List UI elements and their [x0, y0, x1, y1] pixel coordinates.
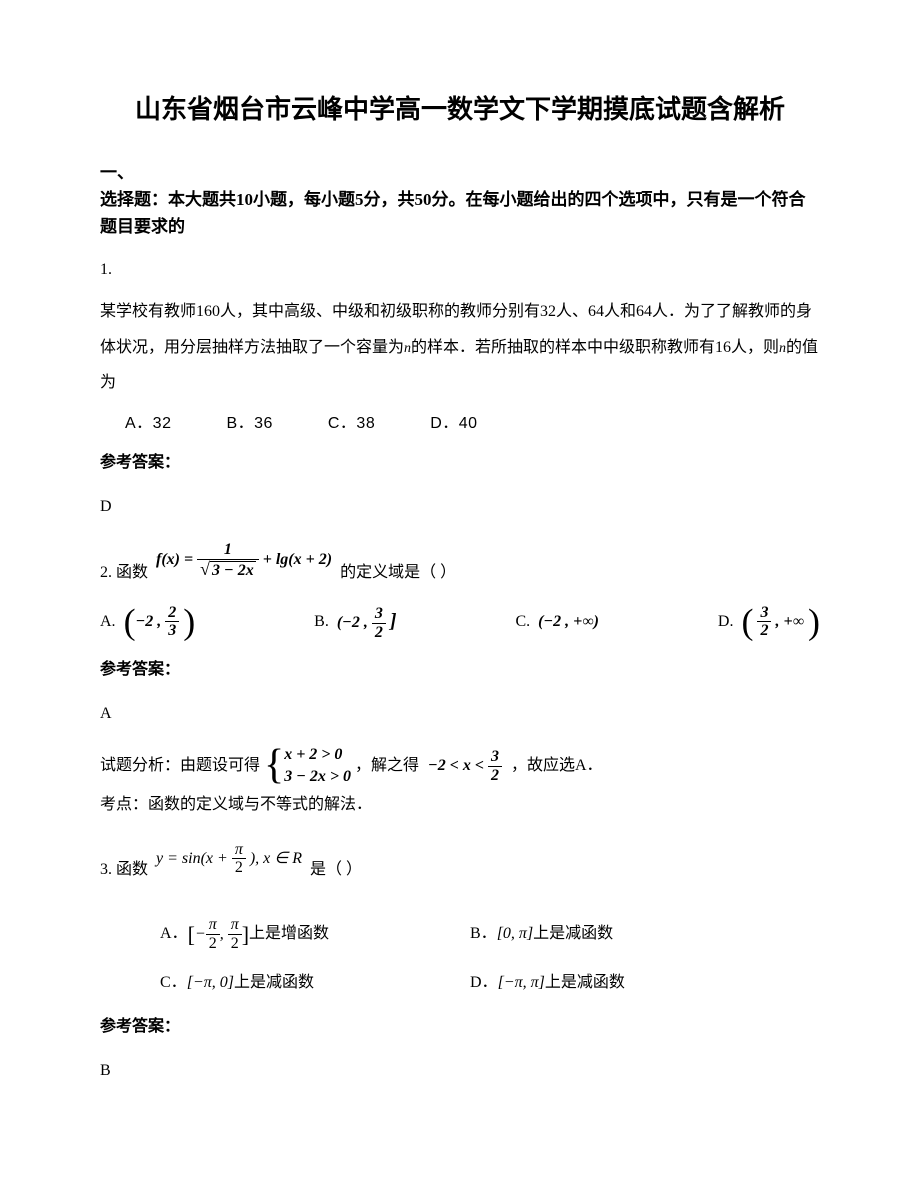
q3-opt-b-label: B． [470, 920, 497, 949]
q2-answer-label: 参考答案： [100, 656, 820, 685]
q3-opt-d-post: 上是减函数 [545, 969, 625, 998]
q3-option-a: A． [−π2, π2] 上是增函数 [160, 915, 470, 955]
q2-opt-a-expr: (−2 , 23 ) [124, 604, 196, 640]
q3-number: 3. 函数 [100, 856, 148, 885]
q3-option-b: B． [0, π] 上是减函数 [470, 915, 780, 955]
q3-opt-c-label: C． [160, 969, 187, 998]
q2-opt-b-label: B. [314, 608, 329, 637]
q1-text: 某学校有教师160人，其中高级、中级和初级职称的教师分别有32人、64人和64人… [100, 294, 820, 400]
section-desc: 选择题：本大题共10小题，每小题5分，共50分。在每小题给出的四个选项中，只有是… [100, 190, 806, 236]
page-title: 山东省烟台市云峰中学高一数学文下学期摸底试题含解析 [100, 90, 820, 129]
q2-option-b: B. (−2 , 32 ] [314, 603, 396, 641]
q3-opt-a-expr: [−π2, π2] [188, 915, 249, 955]
q1-options: A．32 B．36 C．38 D．40 [100, 410, 820, 439]
q2-result-expr: −2 < x < 32 [428, 757, 506, 774]
q2-opt-c-label: C. [515, 608, 530, 637]
q2-opt-d-expr: ( 32 , +∞ ) [741, 604, 820, 640]
q2-stem: 2. 函数 f(x) = 1 √3 − 2x + lg(x + 2) 的定义域是… [100, 541, 820, 587]
q2-analysis-2: ，解之得 [355, 757, 419, 774]
q2-tail: 的定义域是（ ） [340, 559, 456, 588]
q3-answer-label: 参考答案： [100, 1013, 820, 1042]
q2-opt-c-expr: (−2 , +∞) [538, 608, 599, 637]
q2-options: A. (−2 , 23 ) B. (−2 , 32 ] C. (−2 , +∞)… [100, 603, 820, 641]
q2-analysis-4: 考点：函数的定义域与不等式的解法． [100, 796, 372, 813]
q3-opt-d-expr: [−π, π] [498, 969, 545, 998]
q2-opt-b-expr: (−2 , 32 ] [337, 603, 397, 641]
q3-stem: 3. 函数 y = sin(x + π2 ), x ∈ R 是（ ） [100, 841, 820, 885]
q3-option-c: C． [−π, 0] 上是减函数 [160, 969, 470, 998]
q3-opt-a-label: A． [160, 920, 188, 949]
variable-n: n [404, 341, 411, 356]
q2-answer: A [100, 700, 820, 729]
q1-option-d: D．40 [430, 410, 477, 439]
q2-option-d: D. ( 32 , +∞ ) [718, 604, 820, 640]
q3-formula: y = sin(x + π2 ), x ∈ R [156, 841, 302, 877]
q2-number: 2. 函数 [100, 559, 148, 588]
q1-option-b: B．36 [226, 410, 272, 439]
q3-opt-b-post: 上是减函数 [533, 920, 613, 949]
q3-answer: B [100, 1057, 820, 1086]
q3-opt-c-post: 上是减函数 [234, 969, 314, 998]
q1-text-part2: 的样本．若所抽取的样本中中级职称教师有16人，则 [411, 339, 779, 356]
q1-option-c: C．38 [328, 410, 375, 439]
q1-answer: D [100, 493, 820, 522]
q3-option-d: D． [−π, π] 上是减函数 [470, 969, 780, 998]
q3-tail: 是（ ） [310, 856, 362, 885]
q2-analysis: 试题分析：由题设可得 { x + 2 > 0 3 − 2x > 0 ，解之得 −… [100, 744, 820, 821]
q2-cases: { x + 2 > 0 3 − 2x > 0 [264, 744, 351, 789]
q3-options: A． [−π2, π2] 上是增函数 B． [0, π] 上是减函数 C． [−… [100, 915, 820, 998]
q3-opt-d-label: D． [470, 969, 498, 998]
q2-analysis-3: ，故应选A． [511, 757, 603, 774]
q1-number: 1. [100, 256, 820, 285]
q3-opt-c-expr: [−π, 0] [187, 969, 234, 998]
q1-answer-label: 参考答案： [100, 449, 820, 478]
section-header: 一、 选择题：本大题共10小题，每小题5分，共50分。在每小题给出的四个选项中，… [100, 159, 820, 241]
q2-formula: f(x) = 1 √3 − 2x + lg(x + 2) [156, 541, 332, 579]
q1-option-a: A．32 [125, 410, 171, 439]
q2-option-c: C. (−2 , +∞) [515, 608, 599, 637]
q2-analysis-1: 试题分析：由题设可得 [100, 757, 260, 774]
q2-option-a: A. (−2 , 23 ) [100, 604, 195, 640]
q2-opt-d-label: D. [718, 608, 734, 637]
q3-opt-b-expr: [0, π] [497, 920, 533, 949]
variable-n: n [779, 341, 786, 356]
section-label: 一、 [100, 163, 134, 182]
q2-opt-a-label: A. [100, 608, 116, 637]
q3-opt-a-post: 上是增函数 [249, 920, 329, 949]
